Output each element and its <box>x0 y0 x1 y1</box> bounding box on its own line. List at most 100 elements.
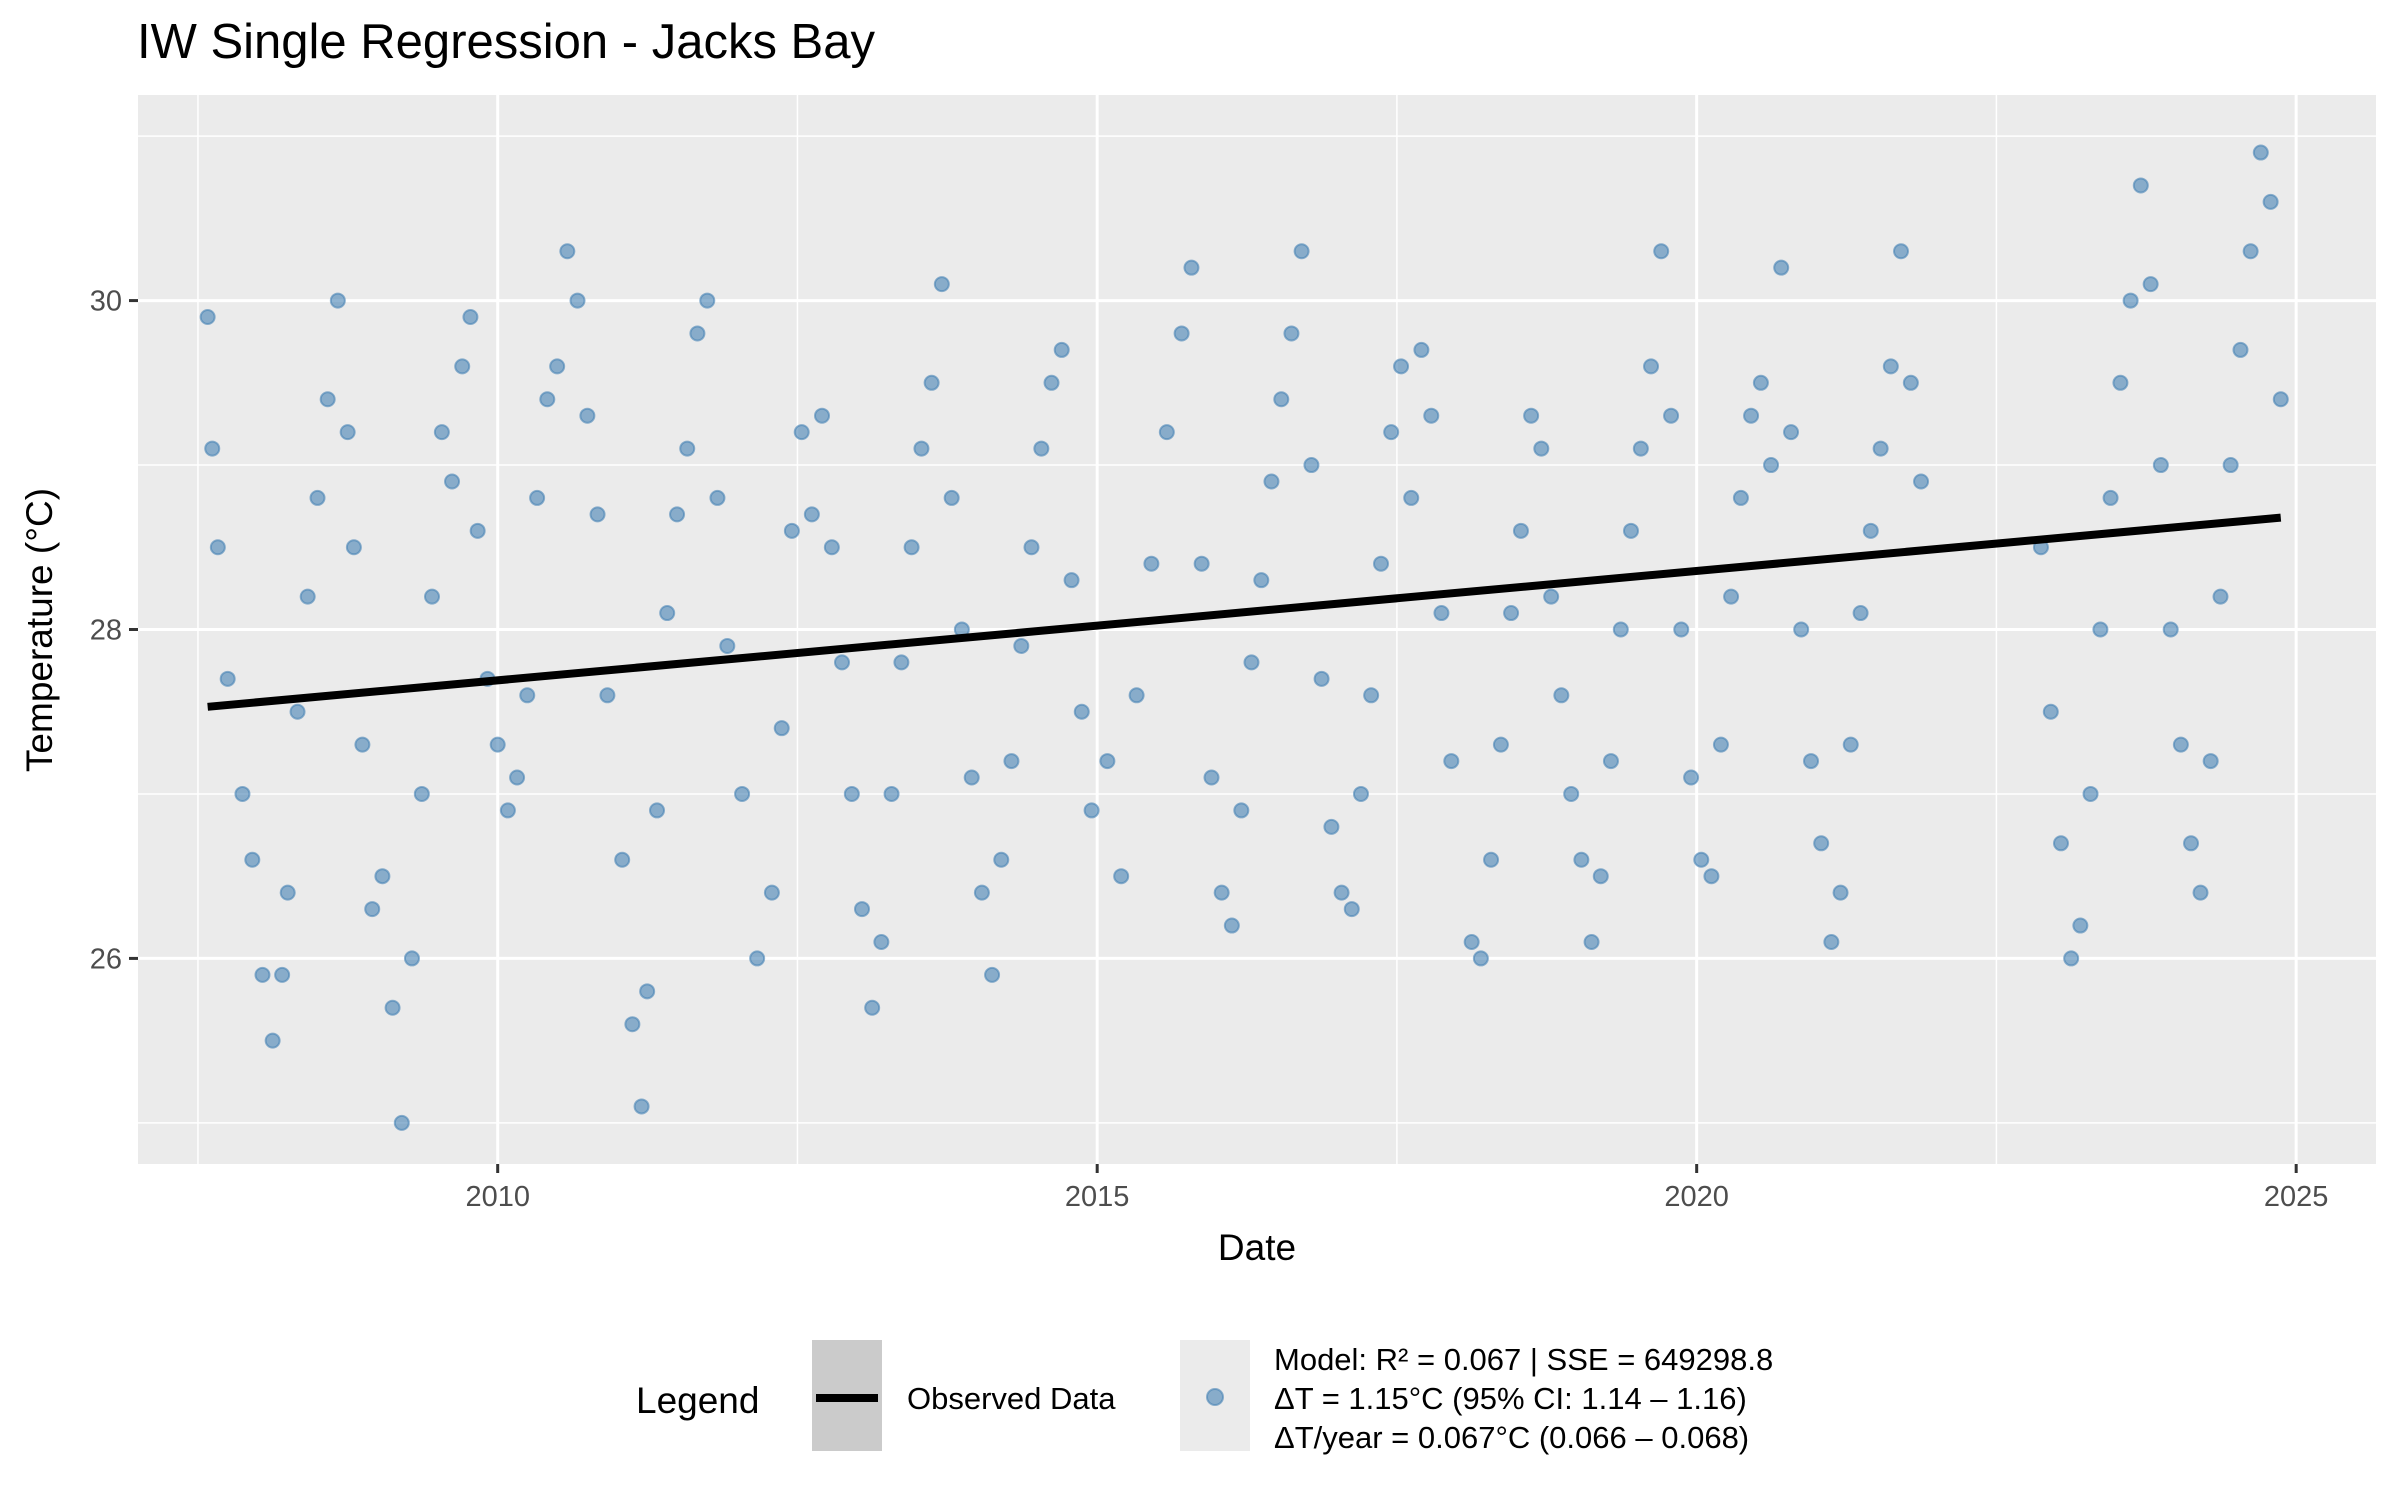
data-point <box>509 769 526 786</box>
data-point <box>519 687 536 704</box>
data-point <box>1043 374 1060 391</box>
data-point <box>1352 785 1369 802</box>
data-point <box>1472 950 1489 967</box>
data-point <box>903 539 920 556</box>
data-point <box>329 292 346 309</box>
data-point <box>1143 555 1160 572</box>
data-point <box>1158 424 1175 441</box>
data-point <box>462 309 479 326</box>
data-point <box>659 605 676 622</box>
data-point <box>2102 489 2119 506</box>
data-point <box>1423 407 1440 424</box>
data-point <box>289 703 306 720</box>
data-point <box>403 950 420 967</box>
data-point <box>864 999 881 1016</box>
data-point <box>1173 325 1190 342</box>
data-point <box>2272 391 2289 408</box>
data-point <box>279 884 296 901</box>
data-point <box>814 407 831 424</box>
y-tick-label: 30 <box>90 286 122 318</box>
legend-model-line-2: ΔT = 1.15°C (95% CI: 1.14 – 1.16) <box>1274 1381 1747 1416</box>
data-point <box>873 933 890 950</box>
data-point <box>254 966 271 983</box>
data-point <box>2222 457 2239 474</box>
data-point <box>923 374 940 391</box>
data-point <box>204 440 221 457</box>
data-point <box>1099 753 1116 770</box>
data-point <box>649 802 666 819</box>
data-point <box>1003 753 1020 770</box>
data-point <box>1128 687 1145 704</box>
data-point <box>244 851 261 868</box>
data-point <box>1553 687 1570 704</box>
y-axis-title: Temperature (°C) <box>19 488 60 772</box>
data-point <box>569 292 586 309</box>
data-point <box>454 358 471 375</box>
data-point <box>1213 884 1230 901</box>
data-point <box>264 1032 281 1049</box>
legend-label-line: Observed Data <box>907 1381 1116 1416</box>
data-point <box>1393 358 1410 375</box>
data-point <box>489 736 506 753</box>
data-point <box>1293 243 1310 260</box>
data-point <box>1243 654 1260 671</box>
data-point <box>843 785 860 802</box>
data-point <box>1343 901 1360 918</box>
data-point <box>1852 605 1869 622</box>
data-point <box>709 489 726 506</box>
data-point <box>1723 588 1740 605</box>
data-point <box>1783 424 1800 441</box>
chart-title: IW Single Regression - Jacks Bay <box>137 15 875 69</box>
data-point <box>1233 802 1250 819</box>
data-point <box>1113 868 1130 885</box>
observed-data-points <box>199 144 2289 1131</box>
data-point <box>984 966 1001 983</box>
data-point <box>1583 933 1600 950</box>
data-point <box>853 901 870 918</box>
data-point <box>1313 670 1330 687</box>
data-point <box>1443 753 1460 770</box>
data-point <box>1612 621 1629 638</box>
data-point <box>1703 868 1720 885</box>
data-point <box>199 309 216 326</box>
y-axis: 26 28 30 <box>90 286 138 975</box>
data-point <box>783 522 800 539</box>
data-point <box>1563 785 1580 802</box>
legend-key-point <box>1206 1388 1224 1406</box>
data-point <box>2252 144 2269 161</box>
data-point <box>1763 457 1780 474</box>
data-point <box>579 407 596 424</box>
data-point <box>1882 358 1899 375</box>
data-point <box>299 588 316 605</box>
data-point <box>763 884 780 901</box>
data-point <box>883 785 900 802</box>
data-point <box>699 292 716 309</box>
data-point <box>749 950 766 967</box>
data-point <box>1373 555 1390 572</box>
data-point <box>1653 243 1670 260</box>
data-point <box>1263 473 1280 490</box>
data-point <box>1253 572 1270 589</box>
data-point <box>1073 703 1090 720</box>
data-point <box>2072 917 2089 934</box>
data-point <box>1712 736 1729 753</box>
data-point <box>1512 522 1529 539</box>
x-axis: 2010 2015 2020 2025 <box>465 1164 2328 1213</box>
data-point <box>734 785 751 802</box>
data-point <box>374 868 391 885</box>
data-point <box>803 506 820 523</box>
data-point <box>1832 884 1849 901</box>
data-point <box>2142 276 2159 293</box>
data-point <box>339 424 356 441</box>
data-point <box>943 489 960 506</box>
data-point <box>1323 818 1340 835</box>
regression-line <box>207 513 2282 711</box>
data-point <box>624 1016 641 1033</box>
data-point <box>393 1114 410 1131</box>
data-point <box>1773 259 1790 276</box>
data-point <box>2122 292 2139 309</box>
data-point <box>1663 407 1680 424</box>
data-point <box>633 1098 650 1115</box>
x-tick-label: 2015 <box>1065 1181 1130 1213</box>
